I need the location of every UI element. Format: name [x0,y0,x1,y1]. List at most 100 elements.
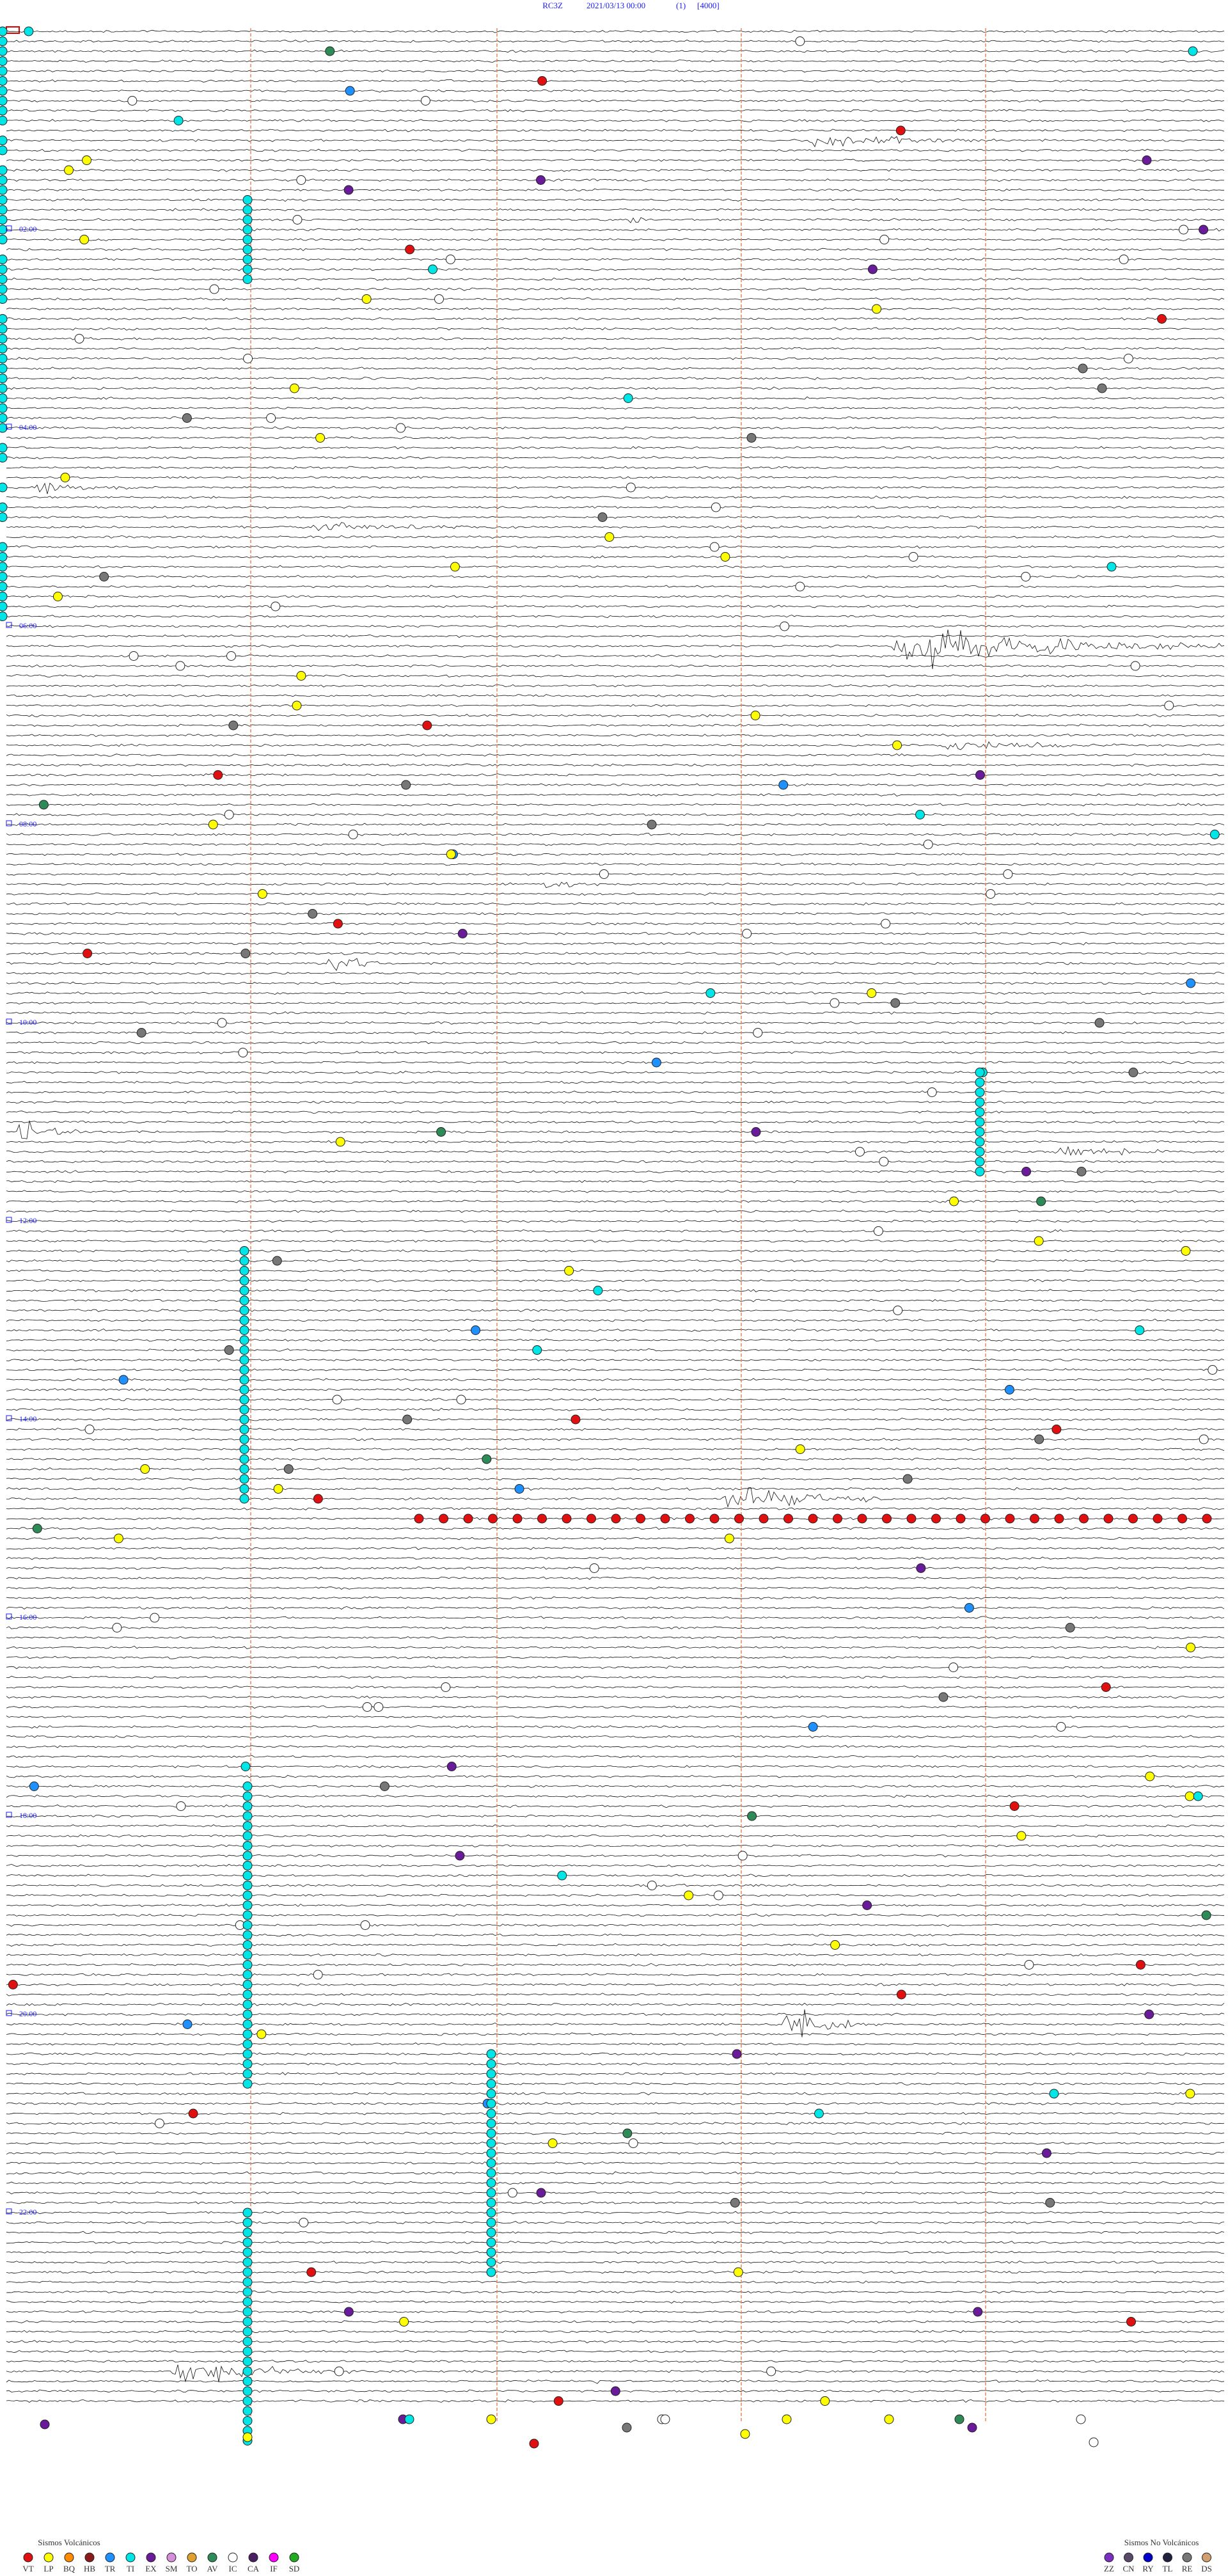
event-marker [242,1791,253,1801]
event-marker [404,2414,414,2424]
event-marker [242,2357,253,2366]
event-marker [283,1464,294,1474]
event-marker [1106,562,1117,572]
trace [6,136,1225,148]
event-marker [401,780,411,790]
trace [6,832,1225,836]
legend-code: EX [145,2564,157,2573]
event-marker [239,1306,249,1315]
trace [6,991,1225,995]
event-marker [486,2218,496,2227]
event-marker [239,1425,249,1434]
trace [6,2261,1225,2264]
trace [6,1299,1225,1302]
event-marker [242,2247,253,2257]
event-marker [1041,2148,1051,2158]
event-marker [1056,1722,1066,1732]
trace [6,1378,1225,1382]
event-marker [486,2128,496,2138]
trace [6,902,1225,906]
hour-box [6,1613,12,1620]
event-marker [0,86,8,96]
event-marker [333,919,343,929]
trace [6,1507,1225,1510]
trace [6,1913,1225,1917]
event-marker [242,205,253,215]
event-marker [335,1137,345,1147]
trace [6,1774,1225,1778]
event-marker [1179,225,1189,235]
trace [6,793,1225,796]
legend-code: DS [1201,2564,1212,2573]
legend-swatch [1202,2552,1211,2563]
event-marker [486,2227,496,2238]
event-marker [486,2168,496,2178]
event-marker [239,1365,249,1375]
event-marker [112,1623,122,1632]
event-marker [242,255,253,264]
event-marker [1144,2009,1154,2019]
hour-label: 06:00 [19,621,36,630]
event-marker [724,1533,734,1544]
trace [6,49,1225,53]
trace [6,1715,1225,1719]
trace [6,248,1225,251]
event-marker [1078,363,1088,374]
trace [6,614,1225,619]
event-marker [604,532,615,542]
event-marker [343,185,354,195]
event-marker [64,165,74,175]
event-marker [975,1097,985,1107]
event-marker [362,1702,372,1712]
event-marker [1126,2317,1137,2327]
trace [6,217,1225,223]
event-marker [1157,314,1167,324]
event-marker [242,1910,253,1920]
event-marker [239,1256,249,1266]
trace [6,2092,1225,2096]
trace [6,1021,1225,1025]
trace [6,515,1225,519]
trace [6,2270,1225,2274]
event-marker [808,1722,818,1732]
event-marker [1164,700,1174,711]
event-marker [242,235,253,244]
event-marker [242,1811,253,1821]
event-marker [428,264,438,274]
hour-box [6,225,12,232]
trace [6,129,1225,132]
event-marker [623,393,633,403]
event-marker [1003,869,1013,879]
event-marker [113,1533,123,1544]
trace [6,99,1225,102]
trace [6,1041,1225,1045]
event-marker [780,621,790,631]
event-marker [622,2128,633,2138]
event-marker [537,76,547,86]
trace [6,1209,1225,1213]
trace [6,1338,1225,1342]
legend-swatch [166,2552,177,2563]
event-marker [296,671,306,681]
event-marker [239,1494,249,1504]
event-marker [938,1692,949,1702]
event-marker [975,1167,985,1176]
trace [6,2142,1225,2145]
event-marker [1199,225,1209,235]
event-marker [486,2188,496,2198]
event-marker [0,36,8,46]
trace [6,367,1225,370]
event-marker [239,1246,249,1256]
event-marker [242,2277,253,2287]
event-marker [439,1513,448,1524]
event-marker [238,1048,248,1057]
event-marker [486,2099,496,2108]
event-marker [742,929,752,938]
event-marker [242,1920,253,1930]
event-marker [257,889,267,899]
event-marker [239,1385,249,1395]
event-marker [0,26,8,36]
trace [6,1418,1225,1421]
legend-code: BQ [63,2564,75,2573]
